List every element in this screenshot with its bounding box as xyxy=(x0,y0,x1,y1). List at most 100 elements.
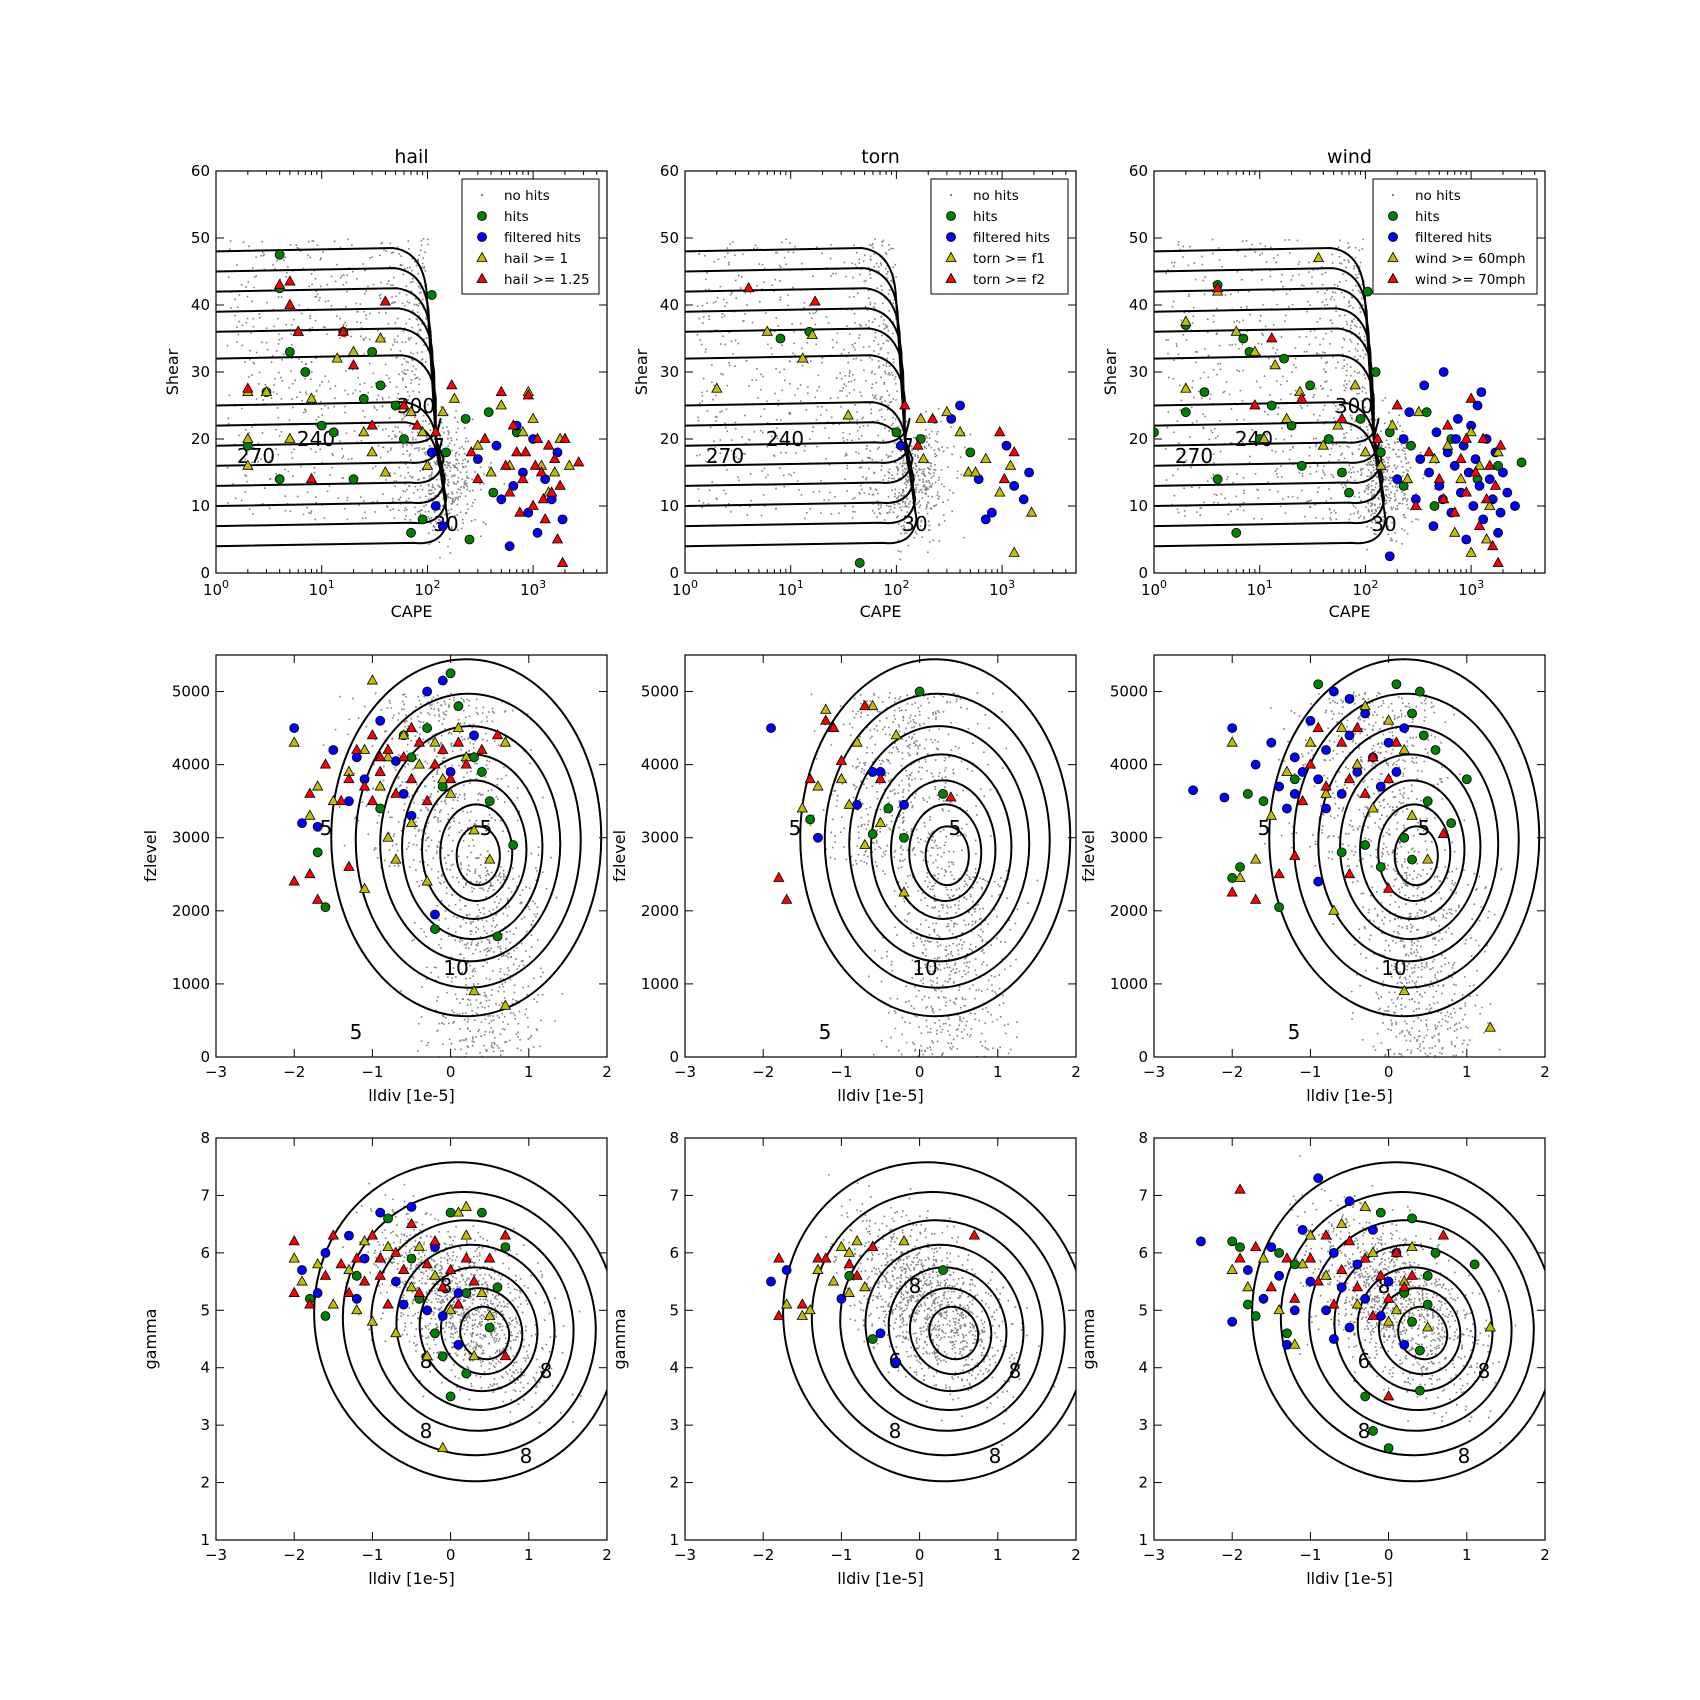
x-tick-label: −3 xyxy=(205,1063,227,1081)
data-point xyxy=(1489,479,1502,490)
data-point xyxy=(304,1298,316,1309)
data-point xyxy=(1289,752,1300,763)
x-tick-label: −2 xyxy=(752,1546,774,1564)
contour-line xyxy=(1292,692,1520,989)
x-tick-label: 0 xyxy=(446,1063,456,1081)
data-point xyxy=(1375,447,1386,458)
data-point xyxy=(358,1275,371,1286)
data-point xyxy=(820,1252,832,1263)
data-point xyxy=(411,419,423,430)
legend-label: torn >= f2 xyxy=(973,272,1045,288)
data-point xyxy=(1493,527,1503,538)
data-point xyxy=(1460,486,1472,497)
data-point xyxy=(374,751,386,762)
data-point xyxy=(422,686,433,697)
data-point xyxy=(969,466,982,477)
data-point xyxy=(809,295,821,306)
series-hail-1-25 xyxy=(242,275,585,567)
data-point xyxy=(532,527,543,538)
data-point xyxy=(1296,392,1308,403)
data-point xyxy=(1305,380,1316,391)
data-point xyxy=(867,699,879,711)
data-point xyxy=(1286,420,1297,431)
data-point xyxy=(843,1258,855,1269)
legend-label: torn >= f1 xyxy=(973,251,1045,267)
y-tick-label: 30 xyxy=(660,363,679,381)
y-tick-label: 1 xyxy=(669,1531,679,1549)
data-point xyxy=(1336,412,1348,423)
contour-line xyxy=(216,438,449,548)
data-point xyxy=(1468,501,1479,511)
data-point xyxy=(859,699,871,711)
data-point xyxy=(742,281,755,293)
contour-line xyxy=(870,753,1013,941)
data-point xyxy=(1449,506,1461,517)
data-point xyxy=(891,427,902,438)
data-point xyxy=(351,1252,363,1263)
data-point xyxy=(1415,454,1426,465)
data-point xyxy=(1460,432,1472,443)
x-tick-label: −1 xyxy=(361,1063,383,1081)
data-point xyxy=(1249,853,1262,864)
data-point xyxy=(804,1303,816,1315)
contour-label: 8 xyxy=(1009,1359,1022,1383)
data-point xyxy=(898,886,910,897)
data-point xyxy=(1336,1217,1348,1229)
series-hail-1 xyxy=(242,325,575,497)
legend-label: hail >= 1.25 xyxy=(504,272,590,288)
contour-line xyxy=(685,307,906,440)
y-tick-label: 3000 xyxy=(1110,829,1148,847)
x-tick-label: −2 xyxy=(283,1063,305,1081)
data-point xyxy=(347,345,360,356)
data-point xyxy=(539,513,551,524)
x-tick-label: 0 xyxy=(915,1063,925,1081)
data-point xyxy=(1375,459,1387,470)
y-tick-label: 6 xyxy=(200,1244,210,1262)
data-point xyxy=(1465,392,1477,403)
legend-label: no hits xyxy=(504,188,550,204)
y-tick-label: 2 xyxy=(1138,1474,1148,1492)
data-point xyxy=(358,743,371,754)
contour-line xyxy=(1356,1266,1477,1393)
data-point xyxy=(1266,332,1278,343)
data-point xyxy=(1332,419,1344,430)
data-point xyxy=(820,714,832,725)
data-point xyxy=(390,853,402,864)
y-tick-label: 20 xyxy=(660,430,679,448)
data-point xyxy=(1422,853,1434,864)
data-point xyxy=(851,1269,863,1280)
data-point xyxy=(1473,459,1486,470)
y-axis-label: gamma xyxy=(141,1309,160,1370)
data-point xyxy=(445,668,456,679)
data-point xyxy=(1493,460,1503,471)
data-point xyxy=(527,499,539,510)
data-point xyxy=(1469,1259,1480,1270)
data-point xyxy=(1296,1258,1309,1269)
data-point xyxy=(1414,1385,1425,1396)
contour-line xyxy=(341,1191,597,1457)
data-point xyxy=(1495,507,1506,518)
data-point xyxy=(835,754,848,765)
data-point xyxy=(351,1293,362,1304)
data-point xyxy=(537,492,550,504)
contour-line xyxy=(685,267,906,440)
data-point xyxy=(351,752,362,763)
data-point xyxy=(796,1309,808,1320)
data-point xyxy=(495,385,507,396)
legend-label: hits xyxy=(1415,209,1440,225)
data-point xyxy=(421,1349,433,1361)
data-point xyxy=(1320,787,1332,798)
data-point xyxy=(383,1213,393,1224)
data-point xyxy=(1428,521,1439,531)
legend-label: hits xyxy=(504,209,529,225)
data-point xyxy=(1351,1280,1363,1292)
x-tick-label: 2 xyxy=(1540,1063,1550,1081)
contour-line xyxy=(685,327,906,440)
x-tick-label: 1 xyxy=(1462,1546,1472,1564)
data-point xyxy=(452,736,465,747)
y-tick-label: 30 xyxy=(191,363,210,381)
data-point xyxy=(288,875,300,886)
data-point xyxy=(813,832,823,843)
contour-line xyxy=(1154,354,1375,440)
contour-label: 10 xyxy=(912,956,937,980)
